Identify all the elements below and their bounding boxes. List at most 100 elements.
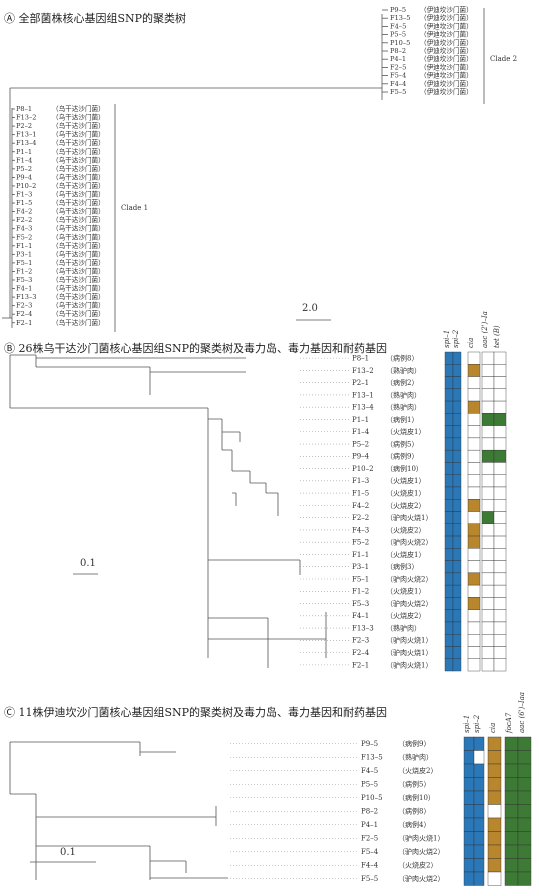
gene-cell-cia — [487, 871, 502, 886]
gene-cell-spi2 — [452, 449, 462, 463]
gene-cell-aac — [517, 844, 532, 859]
gene-header: aac (2')–Ia — [481, 311, 489, 348]
strain-id: F13–5 — [361, 754, 383, 762]
clade2-strain-id: P10–5 — [390, 39, 410, 47]
clade1-strain-id: F2–4 — [16, 310, 32, 318]
strain-source: （火烧皮2） — [398, 766, 437, 775]
clade1-strain-species: （乌干达沙门菌） — [52, 232, 105, 241]
gene-cell-spi1 — [463, 858, 475, 873]
clade1-strain-id: F2–1 — [16, 319, 32, 327]
gene-cell-spi2 — [473, 763, 485, 778]
strain-id: F4–5 — [361, 767, 378, 775]
clade1-strain-id: F4–2 — [16, 208, 32, 216]
strain-source: （熟驴肉） — [398, 753, 433, 762]
strain-id: F2–5 — [361, 835, 378, 843]
gene-cell-spi1 — [444, 425, 454, 439]
gene-cell-spi2 — [452, 351, 462, 365]
clade1-strain-species: （乌干达沙门菌） — [52, 275, 105, 284]
gene-cell-spi1 — [463, 804, 475, 819]
clade1-strain-species: （乌干达沙门菌） — [52, 155, 105, 164]
gene-cell-cia — [467, 597, 481, 610]
strain-id: F4–2 — [352, 502, 369, 510]
gene-cell-spi1 — [444, 364, 454, 377]
panel-a-clade2-leaves: P9–5 （伊迪坎沙门菌） F13–5 （伊迪坎沙门菌） F4–5 （伊迪坎沙门菌） P5–… — [382, 5, 473, 96]
gene-cell-spi2 — [473, 871, 485, 886]
panel-b-gene-matrix — [444, 351, 507, 672]
clade1-strain-id: F2–3 — [16, 302, 32, 310]
gene-cell-foc — [504, 844, 519, 859]
gene-cell-aac — [517, 790, 532, 805]
gene-cell-foc — [504, 736, 519, 751]
gene-cell-spi1 — [444, 462, 454, 475]
gene-header: tet (B) — [493, 325, 501, 348]
clade1-strain-id: F1–1 — [16, 242, 32, 250]
strain-source: （病例8） — [398, 807, 430, 816]
gene-cell-foc — [504, 817, 519, 832]
gene-header: aac (6')–Iaa — [518, 692, 526, 733]
clade1-strain-id: F1–5 — [16, 199, 32, 207]
gene-cell-spi1 — [444, 376, 454, 390]
clade1-strain-id: P10–2 — [16, 182, 36, 190]
clade1-strain-species: （乌干达沙门菌） — [52, 130, 105, 139]
clade2-strain-species: （伊迪坎沙门菌） — [420, 38, 473, 47]
gene-cell-spi1 — [463, 831, 475, 846]
clade2-strain-species: （伊迪坎沙门菌） — [420, 79, 473, 88]
gene-cell-spi1 — [444, 511, 454, 524]
strain-source: （驴肉火烧2） — [398, 874, 444, 883]
gene-cell-spi2 — [452, 584, 462, 598]
gene-cell-spi2 — [452, 499, 462, 512]
clade2-strain-id: F5–4 — [390, 72, 406, 80]
clade2-strain-species: （伊迪坎沙门菌） — [420, 21, 473, 30]
clade2-strain-id: F5–5 — [390, 88, 406, 96]
panel-b-tree — [9, 354, 327, 668]
clade1-strain-id: F1–2 — [16, 267, 32, 275]
gene-cell-spi2 — [452, 560, 462, 574]
gene-cell-spi2 — [452, 609, 462, 623]
strain-source: （病例4） — [398, 820, 430, 829]
panel-c-tree — [9, 741, 228, 880]
gene-cell-aac — [481, 388, 495, 402]
strain-source: （火烧皮2） — [386, 611, 425, 620]
gene-cell-spi1 — [444, 400, 454, 414]
gene-cell-aac — [481, 597, 495, 610]
gene-cell-cia — [467, 621, 481, 635]
clade1-strain-id: P9–4 — [16, 173, 32, 181]
gene-cell-aac — [481, 462, 495, 475]
gene-cell-tet — [493, 364, 507, 377]
gene-cell-cia — [467, 486, 481, 500]
gene-cell-aac — [517, 736, 532, 751]
gene-cell-cia — [487, 858, 502, 873]
strain-source: （火烧皮2） — [386, 525, 425, 534]
gene-cell-tet — [493, 634, 507, 647]
strain-source: （火烧皮1） — [386, 489, 425, 498]
gene-cell-foc — [504, 871, 519, 886]
gene-cell-cia — [467, 548, 481, 561]
gene-cell-tet — [493, 462, 507, 475]
gene-cell-tet — [493, 486, 507, 500]
strain-id: P9–5 — [361, 740, 378, 748]
gene-cell-aac — [481, 621, 495, 635]
gene-cell-spi2 — [452, 364, 462, 377]
clade2-strain-species: （伊迪坎沙门菌） — [420, 71, 473, 80]
clade1-strain-id: F5–1 — [16, 259, 32, 267]
clade1-strain-id: P3–1 — [16, 250, 32, 258]
strain-source: （火烧皮1） — [386, 476, 425, 485]
gene-cell-spi1 — [444, 634, 454, 647]
strain-source: （病例9） — [386, 452, 418, 461]
gene-header: spi–1 — [443, 330, 451, 348]
clade1-strain-id: F13–4 — [16, 139, 36, 147]
clade1-strain-species: （乌干达沙门菌） — [52, 207, 105, 216]
strain-id: F5–4 — [361, 848, 379, 856]
strain-source: （驴肉火烧1） — [386, 513, 432, 522]
gene-cell-spi2 — [473, 858, 485, 873]
clade1-strain-id: F13–2 — [16, 114, 36, 122]
clade1-strain-species: （乌干达沙门菌） — [52, 292, 105, 301]
strain-id: F4–4 — [361, 862, 379, 870]
gene-cell-spi1 — [444, 560, 454, 574]
gene-cell-spi2 — [473, 750, 485, 765]
gene-cell-spi1 — [444, 474, 454, 488]
clade2-strain-species: （伊迪坎沙门菌） — [420, 5, 473, 14]
strain-id: F4–3 — [352, 526, 369, 534]
gene-cell-spi2 — [452, 535, 462, 549]
